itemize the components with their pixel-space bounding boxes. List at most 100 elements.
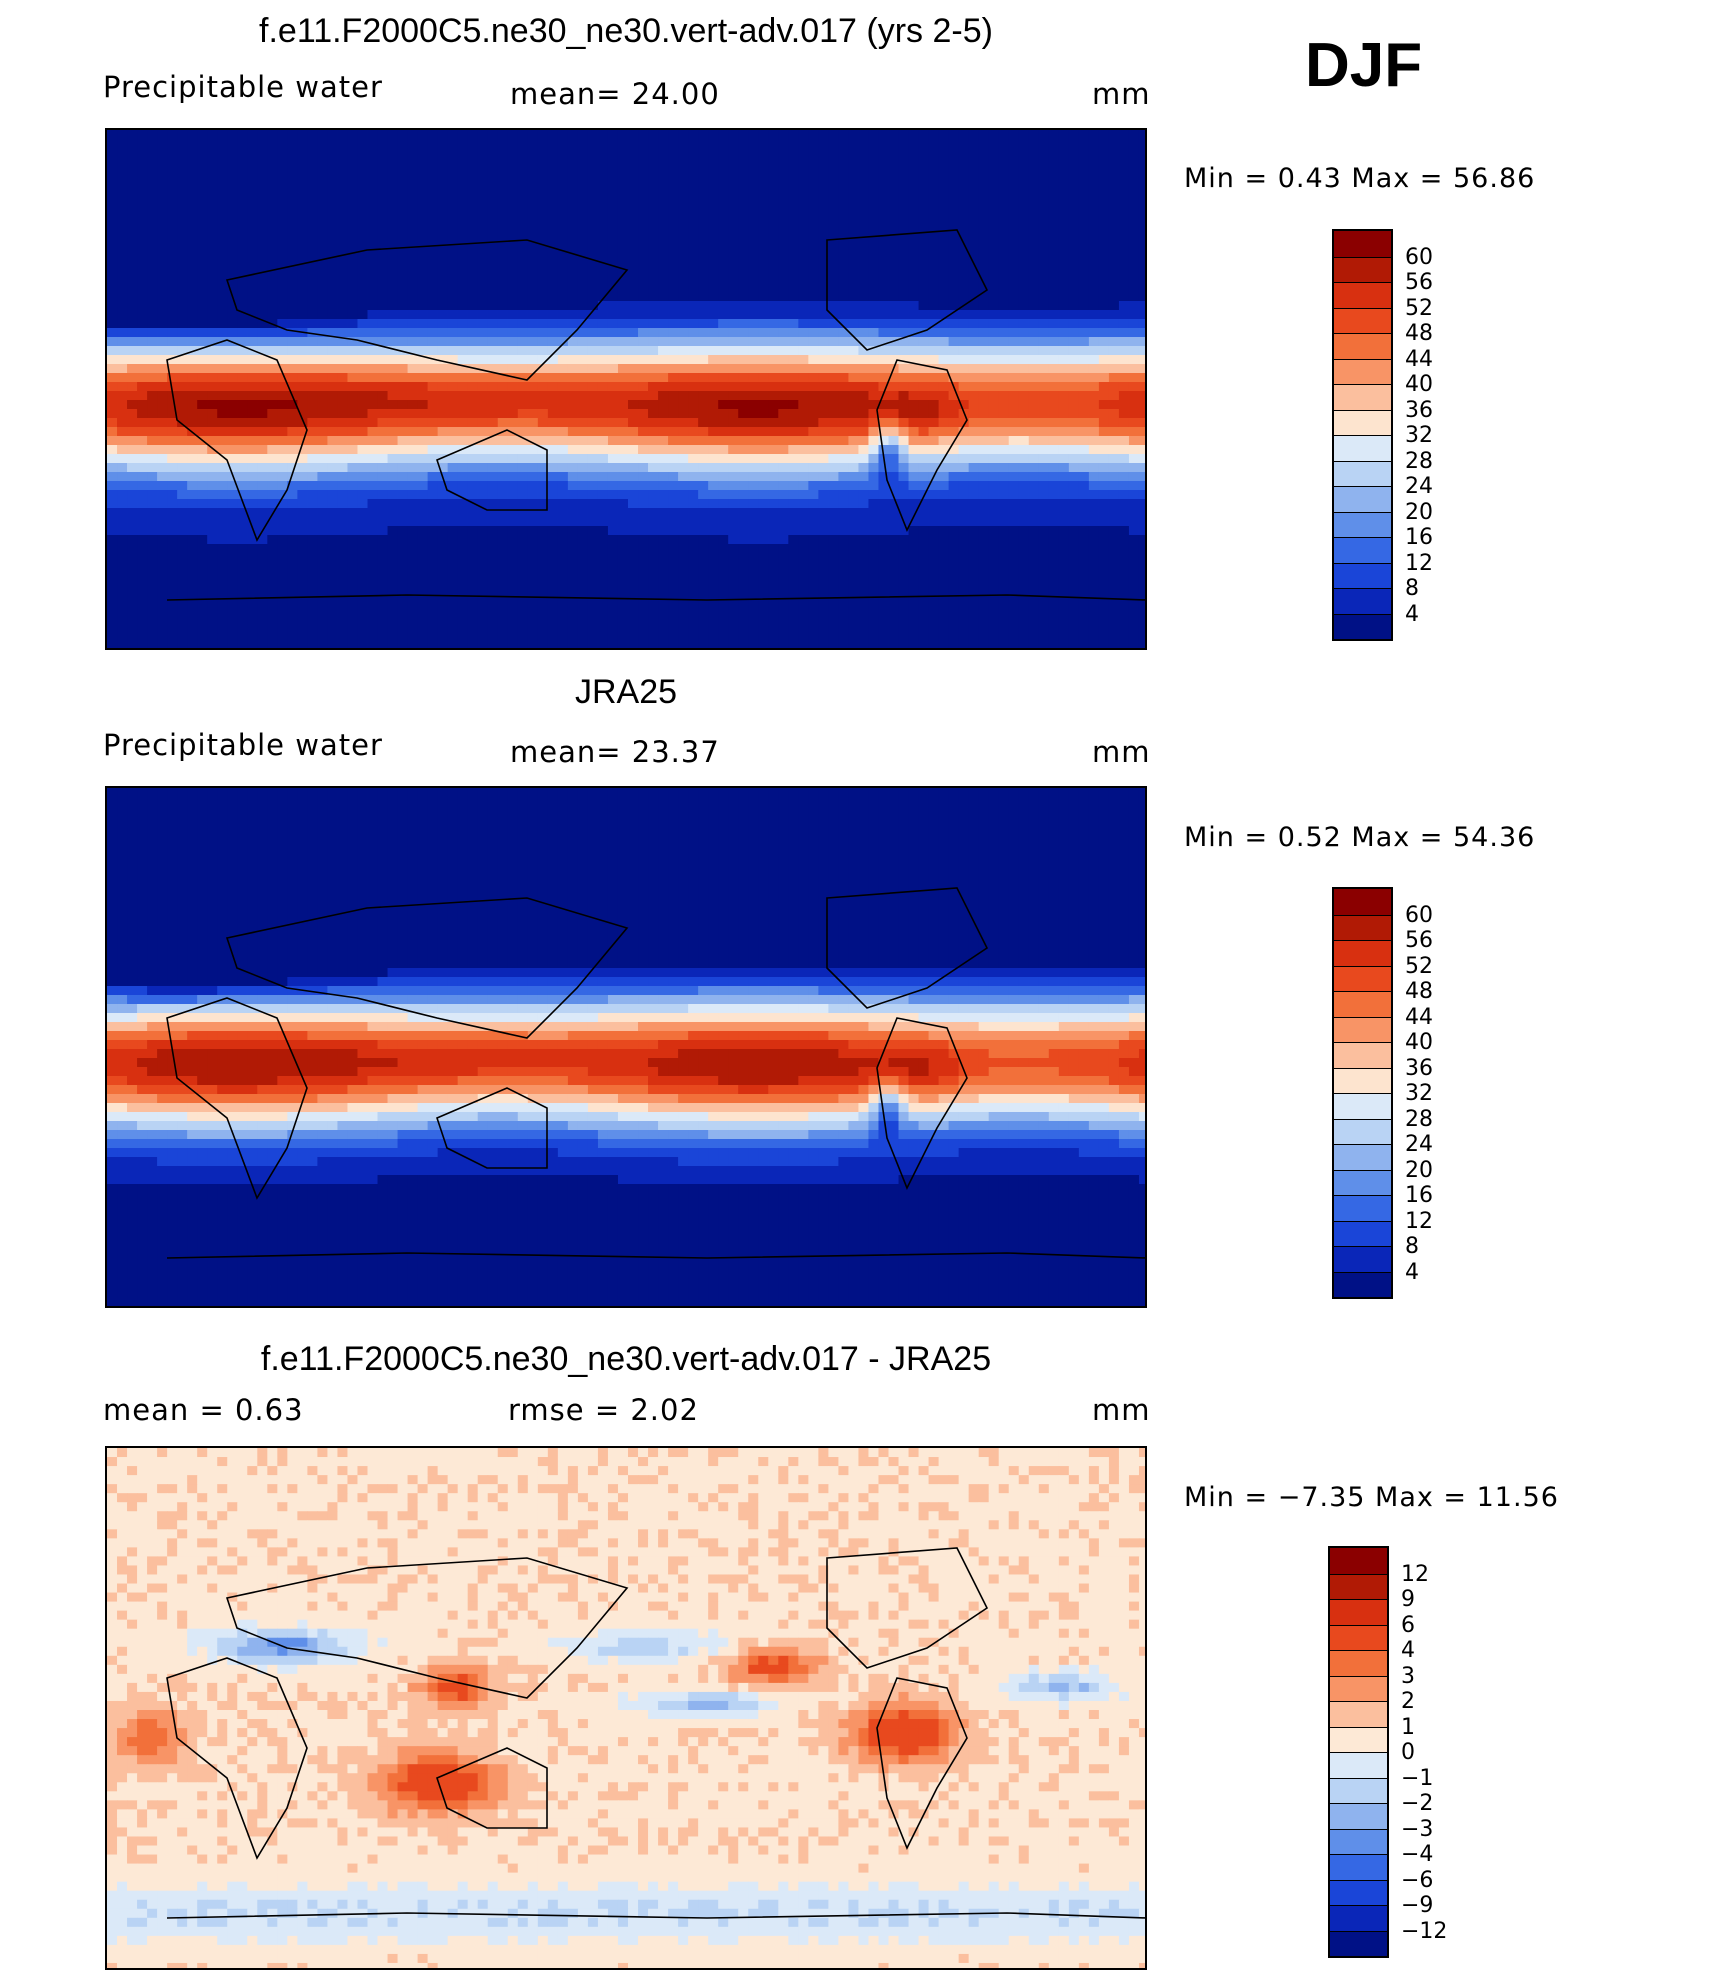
colorbar-segment (1334, 1169, 1391, 1195)
colorbar-tick-label: 60 (1405, 902, 1433, 928)
colorbar-segment (1334, 965, 1391, 991)
colorbar-segment (1330, 1624, 1387, 1650)
colorbar-segment (1334, 1246, 1391, 1272)
colorbar-segment (1330, 1548, 1387, 1574)
colorbar-tick-label: −6 (1401, 1867, 1434, 1893)
colorbar-segment (1334, 435, 1391, 461)
colorbar-tick-label: 24 (1405, 474, 1433, 499)
colorbar-tick-label: 0 (1401, 1740, 1415, 1765)
colorbar-segment (1334, 562, 1391, 588)
colorbar-segment (1334, 991, 1391, 1017)
colorbar-tick-label: 8 (1405, 576, 1419, 601)
colorbar-segment (1334, 613, 1391, 639)
colorbar-tick-label: 52 (1405, 953, 1433, 979)
colorbar-tick-label: 48 (1405, 321, 1433, 346)
colorbar-segment (1334, 409, 1391, 435)
panel3-units-label: mm (1092, 1393, 1151, 1427)
colorbar-segment (1334, 889, 1391, 915)
colorbar-tick-label: 12 (1405, 550, 1433, 576)
colorbar-tick-label: 4 (1405, 1259, 1419, 1285)
colorbar-segment (1330, 1701, 1387, 1727)
colorbar-tick-label: 32 (1405, 1081, 1433, 1106)
colorbar-tick-label: 40 (1405, 372, 1433, 397)
colorbar-segment (1334, 1067, 1391, 1093)
panel2-map (105, 786, 1147, 1308)
colorbar-segment (1334, 307, 1391, 333)
colorbar-segment (1330, 1752, 1387, 1778)
panel2-colorbar (1332, 887, 1393, 1299)
colorbar-tick-label: 44 (1405, 1004, 1433, 1030)
colorbar-segment (1334, 1118, 1391, 1144)
colorbar-segment (1334, 537, 1391, 563)
panel1-title: f.e11.F2000C5.ne30_ne30.vert-adv.017 (yr… (259, 12, 993, 50)
panel3-min-max: Min = −7.35 Max = 11.56 (1184, 1482, 1559, 1513)
colorbar-segment (1334, 1016, 1391, 1042)
colorbar-tick-label: 3 (1401, 1663, 1415, 1689)
colorbar-segment (1334, 940, 1391, 966)
panel1-colorbar (1332, 229, 1393, 641)
colorbar-segment (1334, 1195, 1391, 1221)
colorbar-segment (1334, 588, 1391, 614)
colorbar-segment (1334, 1220, 1391, 1246)
colorbar-segment (1330, 1879, 1387, 1905)
colorbar-tick-label: −4 (1401, 1842, 1434, 1867)
colorbar-tick-label: 36 (1405, 397, 1433, 423)
colorbar-segment (1334, 231, 1391, 257)
colorbar-segment (1334, 358, 1391, 384)
colorbar-tick-label: 48 (1405, 979, 1433, 1004)
colorbar-tick-label: 36 (1405, 1055, 1433, 1081)
panel3-title: f.e11.F2000C5.ne30_ne30.vert-adv.017 - J… (260, 1340, 992, 1378)
colorbar-segment (1334, 1042, 1391, 1068)
colorbar-tick-label: 40 (1405, 1030, 1433, 1055)
colorbar-tick-label: 20 (1405, 1157, 1433, 1183)
colorbar-tick-label: −1 (1401, 1765, 1434, 1791)
panel2-units-label: mm (1092, 735, 1151, 769)
colorbar-tick-label: 6 (1401, 1612, 1415, 1638)
panel1-mean-label: mean= 24.00 (510, 77, 720, 111)
panel2-variable-label: Precipitable water (103, 728, 383, 762)
colorbar-segment (1334, 486, 1391, 512)
colorbar-tick-label: 24 (1405, 1132, 1433, 1157)
colorbar-segment (1330, 1828, 1387, 1854)
colorbar-segment (1334, 256, 1391, 282)
colorbar-tick-label: 44 (1405, 346, 1433, 372)
colorbar-segment (1334, 333, 1391, 359)
panel1-units-label: mm (1092, 77, 1151, 111)
colorbar-segment (1330, 1854, 1387, 1880)
colorbar-segment (1330, 1675, 1387, 1701)
colorbar-tick-label: 20 (1405, 499, 1433, 525)
colorbar-tick-label: −9 (1401, 1893, 1434, 1918)
colorbar-tick-label: 56 (1405, 270, 1433, 295)
colorbar-tick-label: 1 (1401, 1714, 1415, 1740)
colorbar-tick-label: 56 (1405, 928, 1433, 953)
colorbar-segment (1330, 1599, 1387, 1625)
colorbar-segment (1334, 1271, 1391, 1297)
colorbar-tick-label: 60 (1405, 244, 1433, 270)
colorbar-tick-label: 28 (1405, 448, 1433, 474)
colorbar-segment (1334, 511, 1391, 537)
panel1-variable-label: Precipitable water (103, 70, 383, 104)
colorbar-segment (1334, 1093, 1391, 1119)
colorbar-tick-label: −12 (1401, 1918, 1448, 1944)
colorbar-tick-label: 16 (1405, 1183, 1433, 1208)
panel1-map (105, 128, 1147, 650)
panel3-map (105, 1446, 1147, 1970)
colorbar-segment (1334, 1144, 1391, 1170)
colorbar-tick-label: −3 (1401, 1816, 1434, 1842)
colorbar-segment (1330, 1930, 1387, 1956)
colorbar-segment (1330, 1905, 1387, 1931)
colorbar-tick-label: 52 (1405, 295, 1433, 321)
colorbar-tick-label: 2 (1401, 1689, 1415, 1714)
colorbar-tick-label: 32 (1405, 423, 1433, 448)
panel3-rmse-label: rmse = 2.02 (508, 1393, 699, 1427)
colorbar-tick-label: 16 (1405, 525, 1433, 550)
colorbar-tick-label: 12 (1401, 1561, 1429, 1587)
colorbar-segment (1330, 1726, 1387, 1752)
panel2-mean-label: mean= 23.37 (510, 735, 720, 769)
panel3-mean-label: mean = 0.63 (103, 1393, 304, 1427)
season-label: DJF (1305, 31, 1423, 100)
colorbar-segment (1330, 1573, 1387, 1599)
colorbar-segment (1334, 914, 1391, 940)
panel1-min-max: Min = 0.43 Max = 56.86 (1184, 163, 1536, 194)
colorbar-tick-label: 8 (1405, 1234, 1419, 1259)
